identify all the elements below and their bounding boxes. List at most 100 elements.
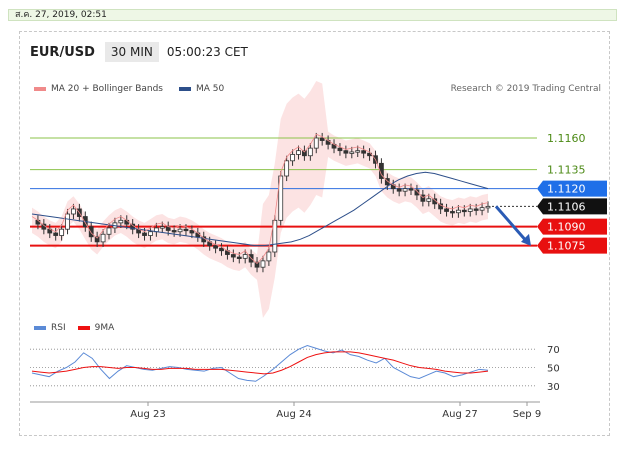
candle-body	[148, 231, 153, 236]
x-tick-label: Aug 23	[130, 409, 165, 420]
candle-body	[337, 147, 343, 152]
x-tick-label: Aug 27	[442, 409, 477, 420]
candle-body	[479, 207, 485, 211]
level-tag-1.1075	[537, 237, 607, 254]
candle-body	[254, 261, 260, 268]
ma50-swatch	[179, 87, 191, 91]
candle-body	[384, 178, 390, 186]
price-legend: MA 20 + Bollinger Bands MA 50	[34, 84, 224, 94]
ma20-legend-label: MA 20 + Bollinger Bands	[51, 84, 163, 94]
level-label-1.1120: 1.1120	[547, 183, 586, 196]
level-label-1.1090: 1.1090	[547, 221, 586, 234]
forecast-arrow	[494, 205, 529, 243]
candle-body	[402, 188, 408, 192]
candle-body	[195, 232, 201, 238]
candle-body	[171, 230, 177, 233]
candle-body	[307, 147, 313, 157]
rsi-level-label-50: 50	[547, 364, 560, 375]
candle-body	[213, 245, 218, 249]
level-tag-1.1090	[537, 218, 607, 235]
candle-body	[313, 137, 319, 149]
candle-body	[242, 254, 248, 259]
candle-body	[118, 219, 124, 224]
candle-body	[284, 160, 290, 177]
candle-body	[266, 251, 272, 262]
x-tick-label: Aug 24	[276, 409, 311, 420]
rsi-legend-label: RSI	[51, 323, 66, 333]
candle-body	[71, 208, 76, 215]
level-label-1.1160: 1.1160	[547, 132, 586, 145]
ma20-swatch	[34, 87, 46, 91]
x-axis: Aug 23 Aug 24 Aug 27 Sep 9	[30, 401, 541, 420]
chart-frame	[19, 31, 610, 436]
candle-body	[230, 254, 236, 258]
candle-body	[396, 188, 402, 192]
candle-body	[53, 232, 59, 236]
candle-body	[343, 150, 349, 154]
candle-body	[272, 219, 278, 253]
ma9-swatch	[77, 326, 90, 330]
candle-body	[278, 175, 284, 221]
candle-body	[236, 256, 242, 259]
credit-text: Research © 2019 Trading Central	[450, 84, 601, 94]
level-label-1.1106: 1.1106	[547, 200, 586, 213]
candle-body	[59, 228, 65, 236]
candle-body	[355, 150, 361, 153]
moving-averages	[31, 133, 531, 264]
timeframe-badge[interactable]: 30 MIN	[104, 42, 159, 62]
candle-body	[450, 211, 455, 214]
rsi-line	[31, 344, 489, 382]
candle-body	[219, 247, 224, 252]
candle-body	[142, 232, 147, 236]
level-tag-1.1120	[537, 180, 607, 197]
candle-body	[296, 150, 301, 155]
candle-body	[467, 208, 473, 212]
candle-body	[189, 230, 195, 234]
candle-body	[485, 205, 491, 209]
candle-body	[35, 219, 41, 225]
candle-body	[461, 209, 467, 213]
candle-body	[65, 213, 70, 230]
candle-body	[408, 188, 414, 191]
ma9-legend-label: 9MA	[94, 323, 115, 333]
candle-body	[455, 209, 461, 214]
ma20-line	[31, 133, 489, 264]
candle-body	[260, 260, 266, 268]
pair-symbol: EUR/USD	[30, 44, 95, 60]
candle-body	[361, 150, 367, 154]
x-tick-label: Sep 9	[513, 409, 541, 420]
candle-body	[420, 194, 426, 202]
top-bar: ส.ค. 27, 2019, 02:51	[0, 0, 621, 22]
candle-body	[94, 236, 100, 243]
candle-body	[302, 150, 307, 157]
candle-body	[106, 227, 112, 235]
level-label-1.1135: 1.1135	[547, 164, 586, 177]
candle-body	[183, 228, 189, 232]
rsi-ma9-line	[31, 351, 489, 375]
candle-body	[100, 233, 106, 243]
rsi-panel: 70 50 30	[30, 344, 560, 393]
rsi-level-label-30: 30	[547, 382, 560, 393]
candle-body	[414, 189, 420, 196]
chart-time: 05:00:23 CET	[166, 45, 248, 59]
candle-body	[379, 162, 384, 179]
candle-body	[159, 226, 165, 229]
level-label-1.1075: 1.1075	[547, 240, 586, 253]
ma50-legend-label: MA 50	[196, 84, 225, 94]
candle-body	[290, 154, 295, 162]
rsi-swatch	[34, 326, 46, 330]
candle-body	[319, 137, 325, 141]
level-tag-1.1106	[537, 198, 607, 215]
bollinger-bands	[32, 81, 488, 318]
forecast-arrowhead	[521, 233, 531, 246]
candle-body	[349, 151, 355, 154]
chart-header: EUR/USD 30 MIN 05:00:23 CET	[30, 42, 248, 62]
date-label: ส.ค. 27, 2019, 02:51	[8, 9, 617, 21]
candle-body	[473, 208, 479, 211]
candle-body	[444, 208, 449, 212]
rsi-level-label-70: 70	[547, 345, 560, 356]
candle-body	[124, 219, 130, 225]
candle-body	[88, 226, 94, 238]
candle-body	[426, 198, 432, 202]
